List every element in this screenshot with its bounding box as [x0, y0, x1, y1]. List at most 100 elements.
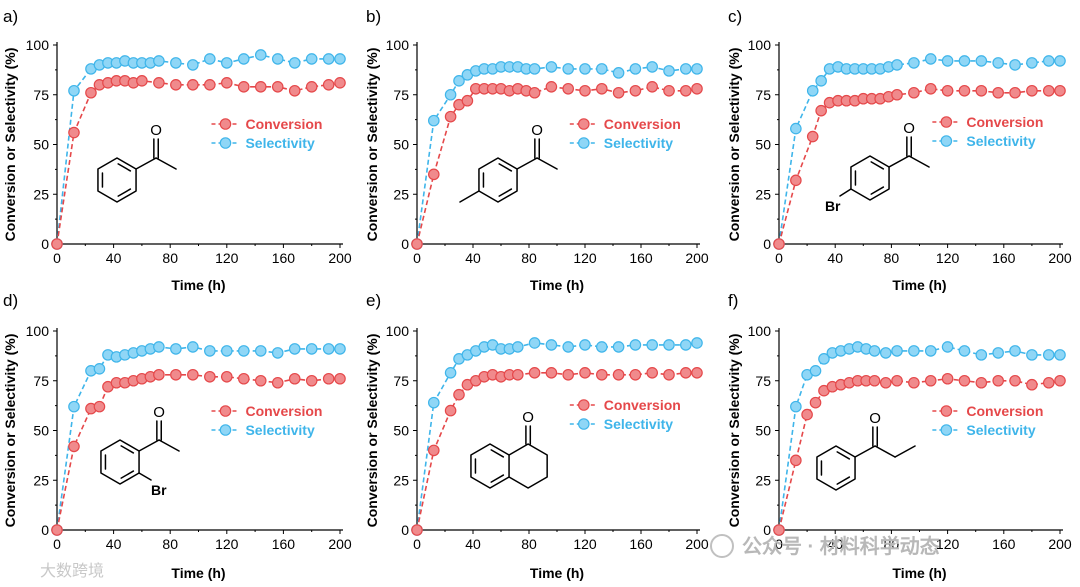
- y-tick-label: 0: [763, 236, 771, 252]
- y-axis-title: Conversion or Selectivity (%): [2, 334, 18, 528]
- y-tick-label: 25: [393, 186, 409, 202]
- x-tick-label: 40: [827, 250, 843, 266]
- legend-marker: [577, 418, 590, 430]
- conversion-point: [322, 79, 335, 91]
- x-tick-label: 0: [413, 250, 421, 266]
- aromatic-bond: [490, 449, 505, 458]
- selectivity-point: [1009, 345, 1021, 357]
- acetyl-bond: [135, 157, 157, 170]
- selectivity-point: [528, 63, 541, 75]
- conversion-point: [958, 84, 971, 97]
- chart-panel-3: c) 0 25 50 75 100 0 40 80 120 160 200 Time (h) Conver…: [726, 7, 1072, 293]
- conversion-point: [305, 80, 318, 93]
- selectivity-point: [288, 57, 301, 69]
- benzene-ring: [97, 157, 137, 203]
- conversion-point: [975, 84, 988, 97]
- selectivity-line: [56, 346, 340, 531]
- conversion-point: [545, 366, 558, 379]
- conversion-point: [579, 366, 591, 379]
- legend-entry-selectivity: Selectivity: [245, 135, 314, 151]
- selectivity-line: [778, 58, 1060, 245]
- legend-marker: [219, 424, 232, 436]
- conversion-point: [254, 374, 267, 387]
- conversion-point: [411, 238, 423, 250]
- conversion-point: [868, 374, 881, 387]
- chart-panel-4: d) 0 25 50 75 100 0 40 80 120 160 200 Time (h) Conver…: [2, 291, 352, 581]
- conversion-point: [691, 82, 703, 95]
- y-tick-label: 50: [755, 137, 771, 153]
- aromatic-bond: [490, 474, 505, 483]
- aromatic-bond: [870, 186, 885, 195]
- conversion-point: [815, 104, 827, 117]
- conversion-point: [444, 110, 457, 123]
- conversion-point: [204, 79, 216, 91]
- legend-entry-conversion: Conversion: [245, 403, 322, 419]
- x-tick-label: 0: [53, 250, 61, 266]
- legend-entry-selectivity: Selectivity: [966, 422, 1035, 438]
- conversion-point: [427, 168, 440, 181]
- selectivity-point: [595, 341, 608, 353]
- y-tick-label: 100: [26, 323, 50, 339]
- selectivity-point: [545, 339, 558, 351]
- selectivity-line: [416, 66, 697, 245]
- selectivity-point: [908, 345, 920, 357]
- y-axis-title: Conversion or Selectivity (%): [364, 334, 380, 528]
- selectivity-point: [427, 114, 440, 127]
- conversion-point: [237, 80, 250, 93]
- selectivity-point: [646, 339, 658, 351]
- conversion-point: [891, 374, 903, 387]
- selectivity-point: [528, 337, 541, 349]
- y-tick-label: 25: [393, 472, 409, 488]
- conversion-point: [579, 84, 591, 97]
- conversion-point: [1009, 374, 1021, 387]
- benzene-ring: [816, 445, 856, 491]
- selectivity-point: [691, 337, 703, 349]
- panel-label: f): [728, 291, 738, 310]
- x-tick-label: 40: [465, 536, 481, 552]
- conversion-point: [941, 84, 954, 97]
- legend-marker: [219, 405, 232, 417]
- selectivity-point: [271, 53, 284, 65]
- y-tick-label: 100: [386, 37, 410, 53]
- chart-panel-5: e) 0 25 50 75 100 0 40 80 120 160 200 Time (h) Conver…: [364, 291, 709, 581]
- selectivity-point: [646, 61, 658, 73]
- aromatic-bond: [498, 188, 513, 197]
- conversion-point: [153, 77, 165, 89]
- x-tick-label: 40: [827, 536, 843, 552]
- selectivity-point: [254, 49, 267, 61]
- selectivity-point: [595, 63, 608, 75]
- legend-entry-selectivity: Selectivity: [604, 135, 673, 151]
- conversion-point: [595, 82, 608, 95]
- conversion-point: [204, 370, 216, 383]
- molecule-acetophenone: O: [97, 122, 177, 203]
- selectivity-point: [1054, 55, 1066, 67]
- y-tick-label: 75: [755, 87, 771, 103]
- conversion-line: [416, 371, 697, 531]
- selectivity-point: [187, 59, 199, 71]
- conversion-point: [305, 374, 318, 387]
- y-tick-label: 50: [33, 423, 49, 439]
- x-tick-label: 40: [106, 250, 122, 266]
- selectivity-point: [612, 67, 625, 79]
- conversion-point: [187, 79, 199, 91]
- x-tick-label: 200: [685, 250, 709, 266]
- conversion-point: [879, 376, 892, 389]
- conversion-point: [187, 368, 199, 381]
- panel-label: a): [3, 7, 18, 26]
- conversion-point: [1042, 376, 1055, 389]
- conversion-point: [941, 372, 954, 385]
- x-tick-label: 0: [53, 536, 61, 552]
- selectivity-point: [187, 341, 199, 353]
- conversion-point: [254, 80, 267, 93]
- x-tick-label: 160: [272, 536, 296, 552]
- chart-panel-1: a) 0 25 50 75 100 0 40 80 120 160 200 Time (h) Conver…: [2, 7, 352, 293]
- selectivity-point: [975, 349, 988, 361]
- selectivity-point: [958, 345, 971, 357]
- selectivity-point: [975, 55, 988, 67]
- conversion-point: [334, 372, 346, 385]
- selectivity-point: [221, 345, 233, 357]
- legend-entry-selectivity: Selectivity: [604, 416, 673, 432]
- y-tick-label: 0: [763, 522, 771, 538]
- oxygen-atom-label: O: [869, 410, 881, 427]
- y-tick-label: 50: [393, 423, 409, 439]
